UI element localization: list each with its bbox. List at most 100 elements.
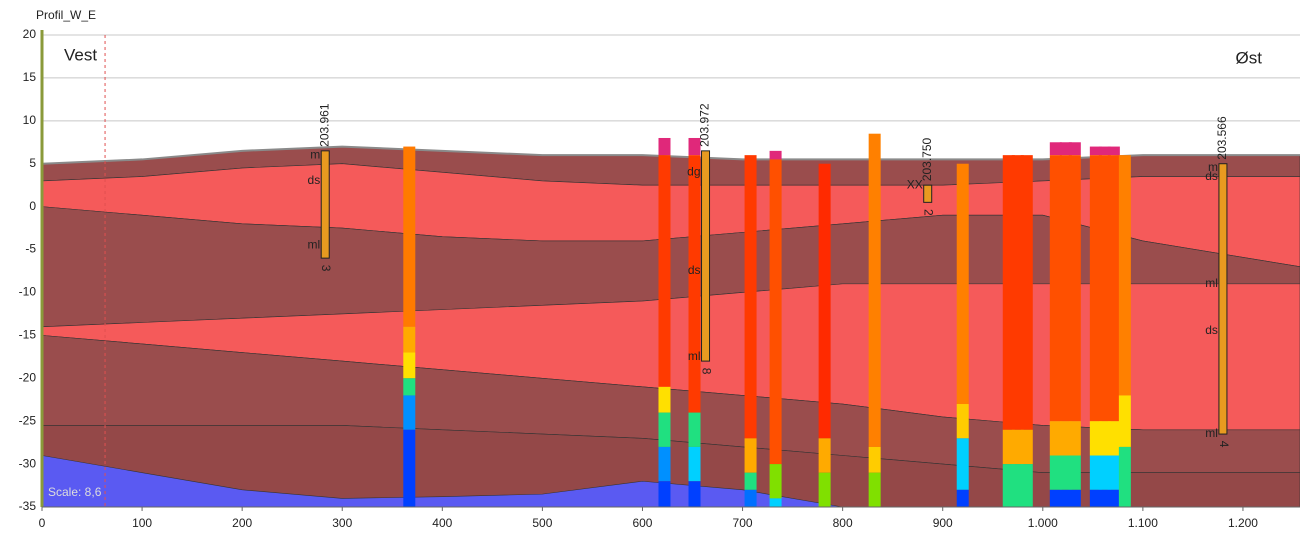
y-tick-label: -15 [19, 328, 37, 342]
borehole-segment [658, 481, 670, 507]
borehole-segment [658, 155, 670, 387]
probe-end: 4 [1217, 441, 1231, 448]
borehole-segment [1021, 464, 1033, 507]
y-tick-label: -25 [19, 413, 37, 427]
probe [1219, 164, 1227, 434]
borehole-segment [689, 481, 701, 507]
borehole-segment [658, 387, 670, 413]
probe-layer-label: ds [1205, 169, 1218, 183]
probe-layer-label: ds [308, 173, 321, 187]
borehole-segment [770, 498, 782, 507]
borehole-segment [403, 147, 415, 327]
borehole-segment [1108, 155, 1120, 421]
x-tick-label: 300 [332, 516, 352, 530]
borehole-segment [869, 473, 881, 507]
borehole-segment [403, 395, 415, 429]
x-tick-label: 800 [833, 516, 853, 530]
x-tick-label: 1.100 [1128, 516, 1158, 530]
borehole-segment [869, 134, 881, 447]
probe [924, 185, 932, 202]
borehole-segment [745, 438, 757, 472]
probe-layer-label: ds [688, 263, 701, 277]
borehole-segment [1108, 147, 1120, 156]
x-tick-label: 500 [532, 516, 552, 530]
x-tick-label: 200 [232, 516, 252, 530]
borehole-segment [689, 447, 701, 481]
chart-title: Profil_W_E [36, 8, 96, 22]
borehole-segment [658, 413, 670, 447]
borehole-segment [1119, 155, 1131, 395]
borehole-segment [1119, 395, 1131, 446]
borehole-segment [403, 353, 415, 379]
x-tick-label: 600 [632, 516, 652, 530]
probe-id: 203.972 [698, 103, 712, 147]
probe-layer-label: ml [1205, 276, 1218, 290]
probe-layer-label: m [310, 147, 320, 161]
borehole-segment [1119, 447, 1131, 507]
x-tick-label: 100 [132, 516, 152, 530]
y-tick-label: 15 [23, 70, 37, 84]
borehole-segment [1108, 490, 1120, 507]
borehole-segment [658, 447, 670, 481]
borehole-segment [1021, 155, 1033, 430]
borehole-segment [957, 164, 969, 404]
left-label: Vest [64, 45, 97, 64]
borehole-segment [869, 447, 881, 473]
probe-layer-label: ds [1205, 323, 1218, 337]
y-tick-label: -35 [19, 499, 37, 513]
probe-layer-label: ml [688, 349, 701, 363]
borehole-segment [957, 490, 969, 507]
borehole-segment [819, 438, 831, 472]
borehole-segment [957, 438, 969, 489]
probe-end: 2 [922, 209, 936, 216]
borehole-segment [745, 490, 757, 507]
probe-id: 203.961 [317, 103, 331, 147]
borehole-segment [1069, 155, 1081, 421]
borehole-segment [658, 138, 670, 155]
probe-end: 3 [319, 265, 333, 272]
borehole-segment [403, 327, 415, 353]
borehole-segment [689, 413, 701, 447]
borehole-segment [770, 159, 782, 464]
probe [321, 151, 329, 258]
probe-id: 203.566 [1215, 116, 1229, 160]
borehole-segment [1069, 490, 1081, 507]
borehole-segment [745, 473, 757, 490]
probe-layer-label: XX [907, 177, 923, 191]
probe-layer-label: ml [1205, 426, 1218, 440]
borehole-segment [819, 473, 831, 507]
right-label: Øst [1236, 48, 1263, 67]
y-tick-label: -10 [19, 285, 37, 299]
borehole-segment [1108, 421, 1120, 455]
borehole-segment [1069, 142, 1081, 155]
y-tick-label: -5 [25, 242, 36, 256]
borehole-segment [689, 155, 701, 412]
x-tick-label: 1.200 [1228, 516, 1258, 530]
y-tick-label: -20 [19, 370, 37, 384]
x-tick-label: 0 [39, 516, 46, 530]
y-tick-label: 5 [29, 156, 36, 170]
y-tick-label: 10 [23, 113, 37, 127]
probe-end: 8 [699, 368, 713, 375]
borehole-segment [1108, 456, 1120, 490]
borehole-segment [957, 404, 969, 438]
probe-layer-label: ml [308, 237, 321, 251]
y-tick-label: 0 [29, 199, 36, 213]
borehole-segment [770, 151, 782, 160]
borehole-segment [1069, 456, 1081, 490]
x-tick-label: 400 [432, 516, 452, 530]
scale-label: Scale: 8,6 [48, 485, 102, 499]
y-tick-label: 20 [23, 27, 37, 41]
probe-layer-label: dg [687, 164, 700, 178]
borehole-segment [770, 464, 782, 498]
borehole-segment [1021, 430, 1033, 464]
x-tick-label: 700 [733, 516, 753, 530]
probe [702, 151, 710, 361]
borehole-segment [403, 378, 415, 395]
probe-id: 203.750 [920, 137, 934, 181]
chart: Profil_W_E Vest Øst -35 -30 -25 -20 -15 -10 -5… [0, 0, 1300, 538]
borehole-segment [1069, 421, 1081, 455]
borehole-segment [819, 164, 831, 439]
x-tick-label: 1.000 [1028, 516, 1058, 530]
y-tick-label: -30 [19, 456, 37, 470]
